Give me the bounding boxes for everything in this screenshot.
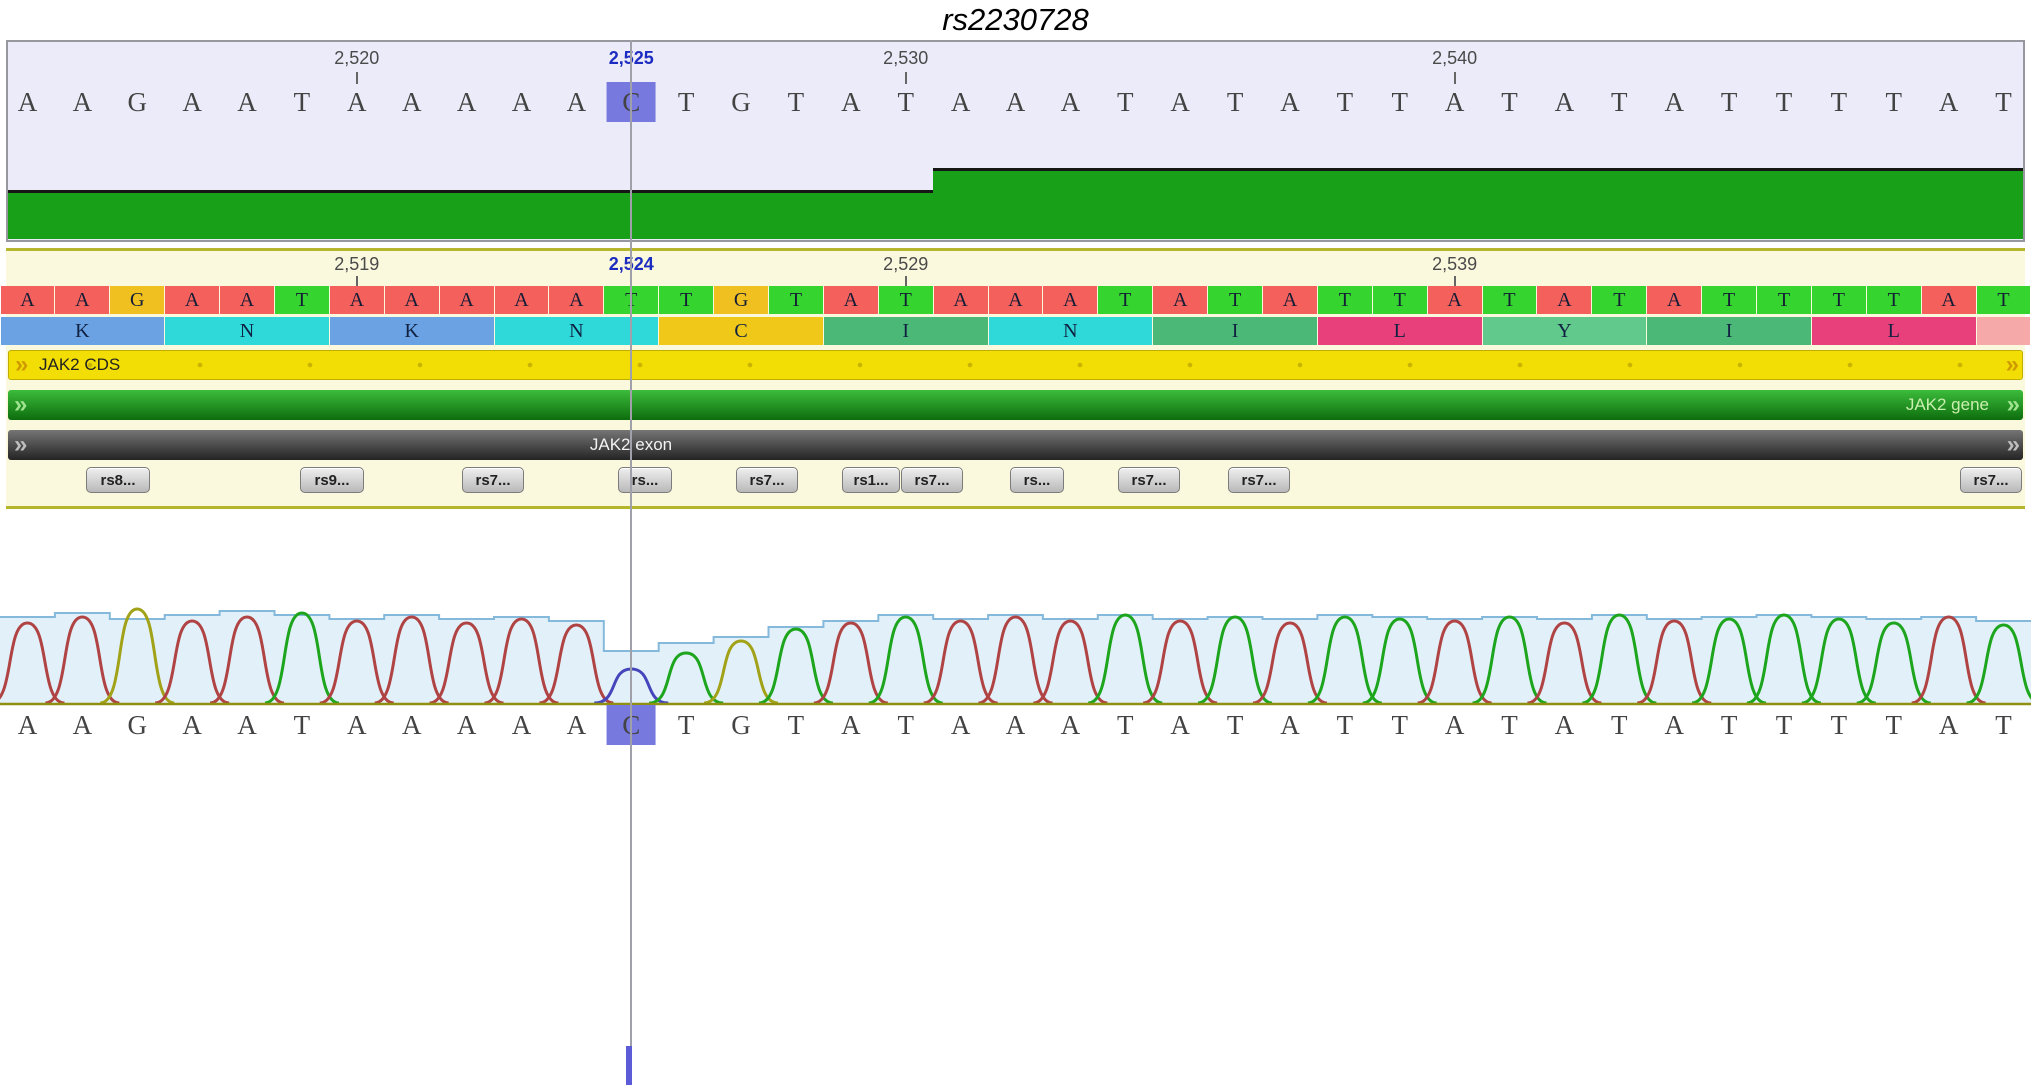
trace-peak-A <box>209 615 285 705</box>
trace-peak-T <box>264 611 340 705</box>
trace-peak-G <box>703 639 779 705</box>
snp-button[interactable]: rs7... <box>901 467 963 493</box>
trace-peak-T <box>868 615 944 705</box>
snp-button[interactable]: rs9... <box>300 467 364 493</box>
trace-peak-A <box>923 619 999 705</box>
trace-peak-A <box>484 617 559 705</box>
snp-button[interactable]: rs... <box>618 467 672 493</box>
snp-button[interactable]: rs8... <box>86 467 150 493</box>
gene-track[interactable]: » JAK2 gene » <box>8 390 2023 420</box>
trace-peak-A <box>538 623 614 705</box>
trace-peak-A <box>1032 619 1108 705</box>
chromatogram-traces <box>0 607 2031 706</box>
chevron-right-icon: » <box>2005 351 2019 378</box>
snp-button[interactable]: rs7... <box>462 467 524 493</box>
trace-peak-A <box>44 615 120 705</box>
figure-title: rs2230728 <box>942 2 1089 37</box>
cds-track-label: JAK2 CDS <box>39 355 121 374</box>
read-track-panel[interactable] <box>6 40 2025 242</box>
trace-peak-A <box>374 615 450 705</box>
trace-peak-A <box>319 619 395 705</box>
snp-button[interactable]: rs... <box>1010 467 1064 493</box>
chevron-right-icon: » <box>14 391 27 418</box>
snp-button[interactable]: rs7... <box>1118 467 1180 493</box>
snp-button[interactable]: rs1... <box>842 467 900 493</box>
snp-button[interactable]: rs7... <box>736 467 798 493</box>
trace-peak-A <box>0 621 65 705</box>
chevron-right-icon: » <box>15 351 28 378</box>
trace-peak-T <box>1691 617 1767 705</box>
trace-peak-T <box>1746 613 1822 705</box>
trace-peak-A <box>154 619 230 705</box>
trace-peak-A <box>429 621 504 705</box>
trace-peak-A <box>1527 621 1602 705</box>
cursor-line <box>630 40 632 1085</box>
trace-peak-A <box>978 615 1053 705</box>
trace-peak-T <box>1856 621 1932 705</box>
trace-peak-T <box>1362 617 1438 705</box>
trace-peak-A <box>1142 619 1218 705</box>
chevron-right-icon: » <box>2006 391 2020 418</box>
trace-peak-T <box>1472 615 1547 705</box>
trace-peak-T <box>1966 623 2031 705</box>
snp-button[interactable]: rs7... <box>1228 467 1290 493</box>
quality-step-line <box>0 610 2031 652</box>
snp-button[interactable]: rs7... <box>1960 467 2022 493</box>
quality-area <box>0 611 2031 703</box>
trace-peak-A <box>1911 615 1987 705</box>
trace-peak-T <box>1801 617 1877 705</box>
trace-peak-T <box>648 651 724 705</box>
trace-peak-T <box>1197 615 1273 705</box>
variant-position-marker <box>626 1046 632 1085</box>
trace-peak-G <box>99 607 175 705</box>
trace-peak-T <box>1307 615 1383 705</box>
exon-track[interactable]: » JAK2 exon » <box>8 430 2023 460</box>
trace-peak-A <box>1417 619 1493 705</box>
trace-peak-A <box>1252 621 1328 705</box>
trace-peak-T <box>1581 613 1657 705</box>
trace-peak-T <box>758 627 834 705</box>
chevron-right-icon: » <box>2006 431 2020 458</box>
trace-peak-A <box>1636 619 1712 705</box>
gene-track-label: JAK2 gene <box>1905 395 1989 414</box>
chevron-right-icon: » <box>14 431 27 458</box>
trace-peak-A <box>813 621 889 705</box>
trace-peak-T <box>1087 613 1163 705</box>
cds-track[interactable]: » JAK2 CDS » <box>8 350 2023 380</box>
